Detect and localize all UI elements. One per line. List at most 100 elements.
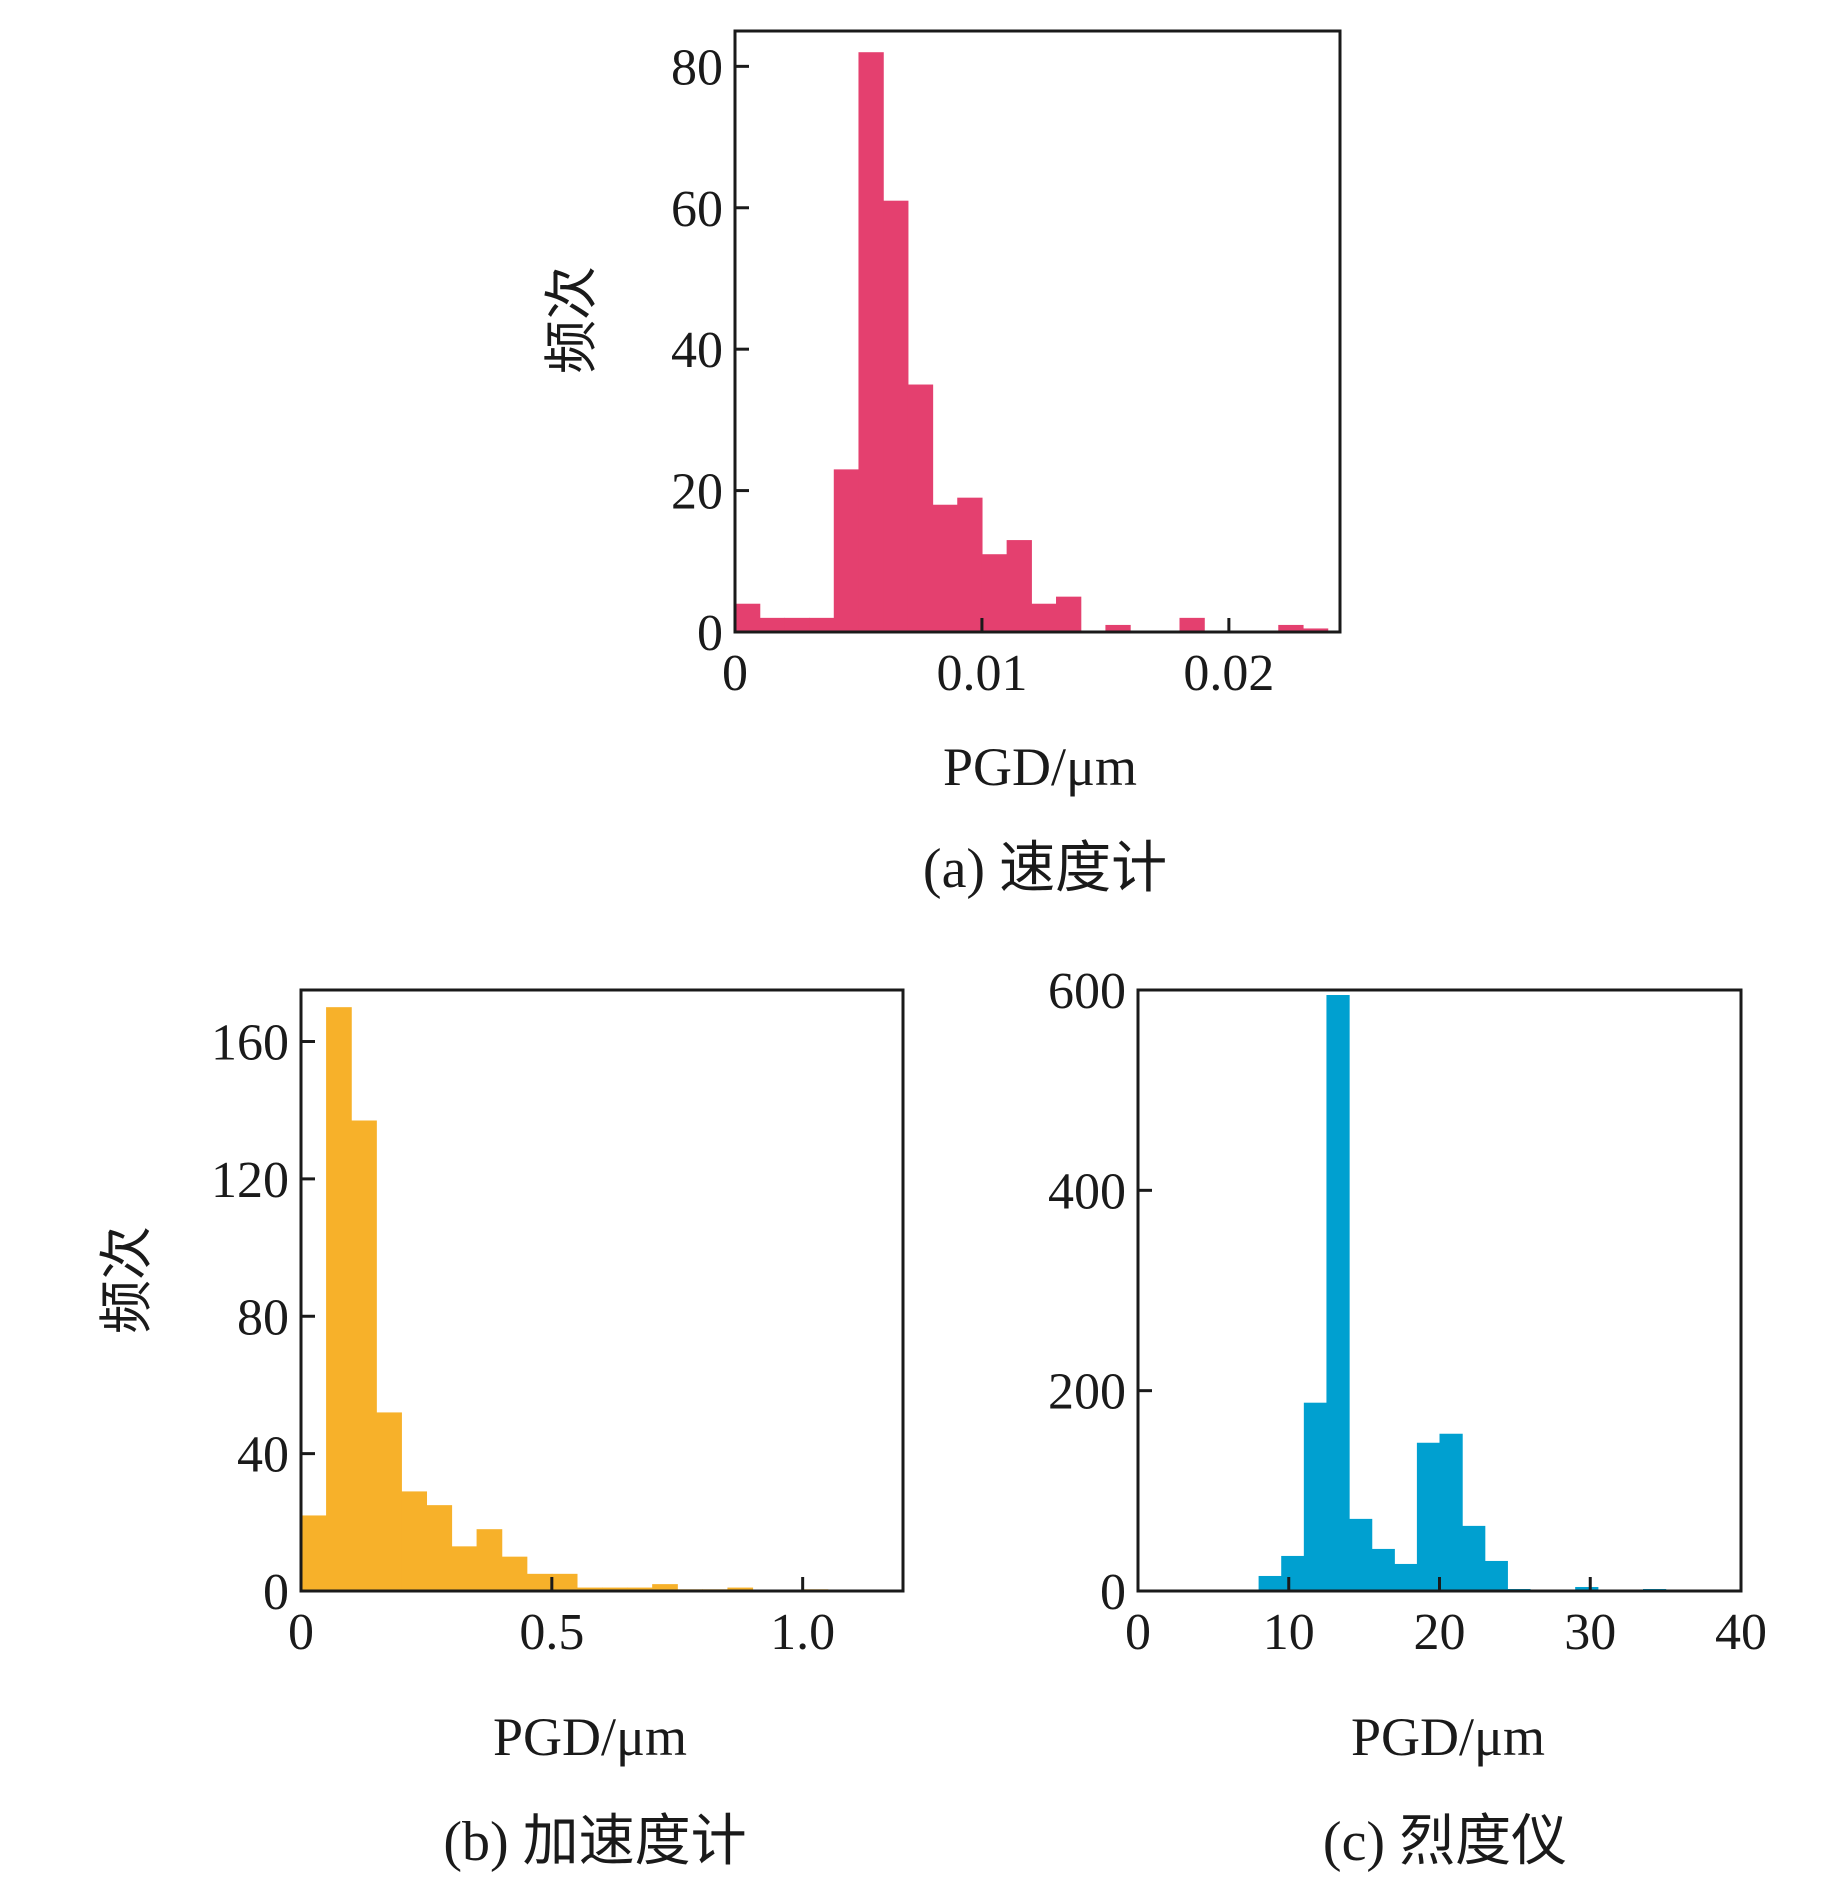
panel-c-y-tick-label-1: 200 — [1048, 1364, 1126, 1421]
panel-c-y-tick-label-0: 0 — [1100, 1564, 1126, 1621]
panel-b-x-tick-labels: 0 0.5 1.0 — [288, 1604, 835, 1661]
panel-c-x-tick-label-3: 30 — [1564, 1604, 1616, 1661]
panel-a-caption: (a) 速度计 — [923, 838, 1167, 900]
panel-c-bar-5 — [1371, 1548, 1395, 1591]
panel-b-x-axis-title: PGD/μm — [493, 1707, 687, 1767]
panel-b-plot-frame — [299, 988, 905, 1593]
panel-b-bar-13 — [627, 1587, 653, 1591]
panel-a-y-tick-label-3: 60 — [671, 181, 723, 238]
panel-c-bars — [1258, 995, 1667, 1591]
panel-c-bar-14 — [1575, 1586, 1599, 1591]
panel-a-bar-13 — [1056, 596, 1082, 632]
panel-a-bar-0 — [735, 603, 761, 632]
panel-b-x-tick-label-1: 0.5 — [519, 1604, 584, 1661]
panel-c-caption: (c) 烈度仪 — [1323, 1811, 1567, 1873]
panel-b-bar-6 — [451, 1546, 478, 1591]
panel-c-bar-1 — [1281, 1555, 1305, 1591]
panel-b-x-ticks — [299, 1577, 805, 1591]
panel-a-bar-2 — [784, 617, 810, 632]
panel-b-y-tick-label-1: 40 — [237, 1427, 289, 1484]
panel-a-bar-18 — [1179, 617, 1205, 632]
panel-a-x-axis-title: PGD/μm — [943, 737, 1137, 797]
panel-c-y-ticks — [1138, 988, 1152, 1593]
panel-b-y-tick-label-2: 80 — [237, 1289, 289, 1346]
panel-b-bar-9 — [526, 1573, 553, 1591]
panel-a-x-tick-label-2: 0.02 — [1183, 645, 1274, 702]
panel-a-bar-7 — [907, 384, 934, 632]
panel-a-bar-9 — [957, 497, 983, 632]
panel-b-bar-2 — [351, 1120, 377, 1591]
panel-a-x-tick-label-1: 0.01 — [936, 645, 1027, 702]
panel-c-bar-6 — [1394, 1563, 1418, 1591]
panel-c-x-tick-label-0: 0 — [1125, 1604, 1151, 1661]
panel-a-y-tick-label-1: 20 — [671, 464, 723, 521]
panel-a-bar-11 — [1006, 540, 1032, 632]
panel-c-bar-2 — [1303, 1402, 1328, 1591]
panel-b-bar-3 — [376, 1412, 402, 1591]
panel-a-bar-1 — [759, 617, 785, 632]
panel-b-y-tick-label-0: 0 — [263, 1564, 289, 1621]
panel-b-x-tick-label-0: 0 — [288, 1604, 314, 1661]
panel-a: 0 0.01 0.02 0 20 40 60 80 PGD/μm 频次 (a) 速度计 — [540, 29, 1342, 900]
panel-a-x-tick-labels: 0 0.01 0.02 — [722, 645, 1274, 702]
panel-a-bar-3 — [809, 617, 835, 632]
panel-b-bar-5 — [426, 1505, 453, 1591]
panel-b-bar-14 — [652, 1584, 678, 1591]
panel-a-plot-frame — [733, 29, 1342, 634]
panel-a-bar-22 — [1278, 624, 1304, 632]
panel-b-bar-10 — [551, 1573, 578, 1591]
panel-b-y-tick-labels: 0 40 80 120 160 — [211, 1015, 289, 1621]
panel-b-y-tick-label-4: 160 — [211, 1015, 289, 1072]
panel-c-x-axis-title: PGD/μm — [1351, 1707, 1545, 1767]
panel-c-x-tick-label-2: 20 — [1414, 1604, 1466, 1661]
panel-c-x-tick-labels: 0 10 20 30 40 — [1125, 1604, 1767, 1661]
panel-c-bar-3 — [1326, 995, 1350, 1591]
panel-a-y-ticks — [735, 64, 749, 634]
panel-a-y-tick-label-0: 0 — [697, 605, 723, 662]
panel-c-bar-10 — [1484, 1560, 1508, 1591]
panel-c-x-tick-label-1: 10 — [1263, 1604, 1315, 1661]
panel-c-y-tick-labels: 0 200 400 600 — [1048, 963, 1126, 1621]
panel-a-x-ticks — [733, 618, 1231, 632]
panel-c-bar-7 — [1416, 1442, 1441, 1591]
panel-a-bar-5 — [858, 52, 884, 632]
panel-b-y-tick-label-3: 120 — [211, 1152, 289, 1209]
panel-a-y-tick-label-2: 40 — [671, 322, 723, 379]
panel-c: 0 10 20 30 40 0 200 400 600 PGD/μm (c) 烈度仪 — [1048, 963, 1767, 1873]
panel-c-bar-8 — [1439, 1433, 1463, 1591]
panel-b-bar-8 — [501, 1556, 528, 1591]
panel-b-y-ticks — [301, 1040, 315, 1593]
panel-a-bar-8 — [932, 504, 958, 632]
panel-a-bars — [735, 52, 1329, 632]
panel-c-bar-4 — [1349, 1518, 1373, 1591]
panel-a-bar-23 — [1302, 628, 1329, 632]
panel-c-x-ticks — [1136, 1577, 1743, 1591]
panel-b-bar-12 — [602, 1587, 628, 1591]
panel-c-y-tick-label-2: 400 — [1048, 1163, 1126, 1220]
panel-a-bar-10 — [981, 554, 1008, 632]
panel-b-bar-11 — [576, 1587, 603, 1591]
panel-b-y-axis-title: 频次 — [95, 1226, 158, 1334]
panel-c-y-tick-label-3: 600 — [1048, 963, 1126, 1020]
panel-a-y-tick-labels: 0 20 40 60 80 — [671, 39, 723, 662]
panel-b-bar-4 — [401, 1491, 428, 1591]
panel-c-bar-9 — [1462, 1525, 1486, 1591]
panel-a-bar-12 — [1031, 603, 1057, 632]
panel-b-x-tick-label-2: 1.0 — [770, 1604, 835, 1661]
panel-b-caption: (b) 加速度计 — [443, 1811, 746, 1873]
panel-b-bar-1 — [326, 1007, 352, 1591]
panel-a-x-tick-label-0: 0 — [722, 645, 748, 702]
panel-a-bar-6 — [883, 200, 909, 632]
panel-b-bar-0 — [301, 1515, 327, 1591]
panel-a-y-axis-title: 频次 — [540, 266, 603, 374]
panel-b-bar-7 — [476, 1529, 503, 1591]
panel-a-bar-15 — [1105, 624, 1131, 632]
panel-a-bar-4 — [833, 469, 860, 632]
panel-a-y-tick-label-4: 80 — [671, 39, 723, 96]
panel-b-bar-17 — [727, 1587, 754, 1591]
panel-b-bars — [301, 1007, 829, 1591]
panel-c-bar-0 — [1258, 1575, 1282, 1591]
panel-b: 0 0.5 1.0 0 40 80 120 160 PGD/μm 频次 (b) 加速度计 — [95, 988, 905, 1873]
panel-c-x-tick-label-4: 40 — [1715, 1604, 1767, 1661]
